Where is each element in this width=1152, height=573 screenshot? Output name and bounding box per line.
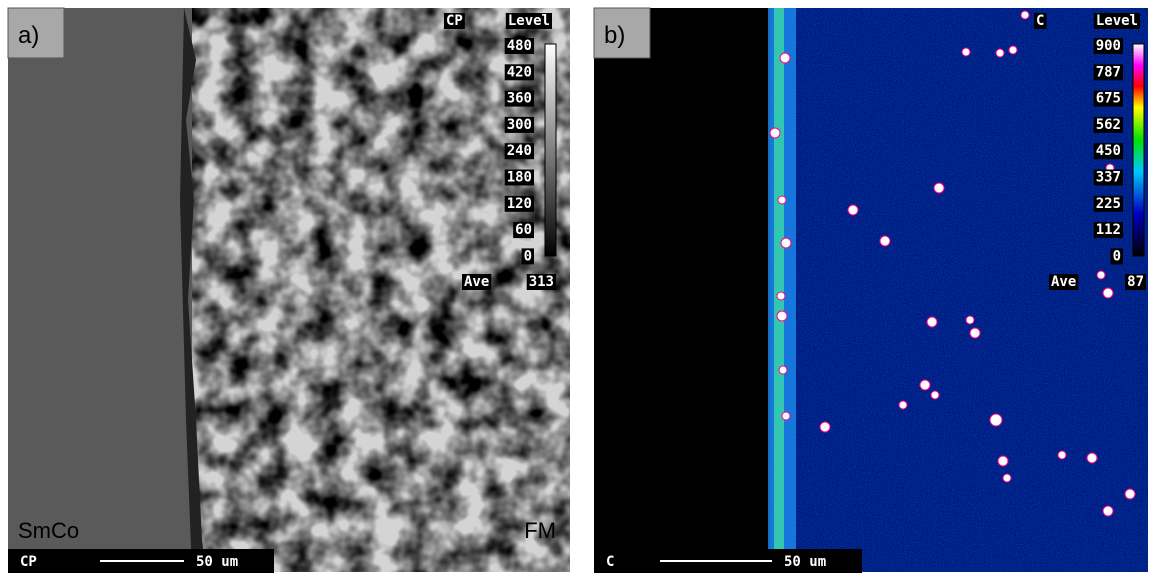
level-value: 900	[1096, 38, 1121, 54]
level-value: 675	[1096, 91, 1121, 107]
ave-value: 313	[529, 274, 554, 290]
level-value: 787	[1096, 64, 1121, 80]
level-value: 450	[1096, 143, 1121, 159]
element-label: CP	[446, 13, 463, 29]
level-value: 420	[507, 64, 532, 80]
level-value: 300	[507, 117, 532, 133]
level-value: 480	[507, 38, 532, 54]
figure: a) b) SmCo FM CP 50 um C 50 um CP Level 48…	[0, 0, 1152, 573]
level-title: Level	[1096, 13, 1138, 29]
ave-value: 87	[1127, 274, 1144, 290]
ave-label: Ave	[1051, 274, 1076, 290]
color-scale-bar	[1133, 44, 1144, 256]
level-value: 360	[507, 91, 532, 107]
level-value: 240	[507, 143, 532, 159]
level-value: 60	[515, 222, 532, 238]
level-value: 0	[1113, 248, 1121, 264]
ave-label: Ave	[464, 274, 489, 290]
scale-element: C	[606, 554, 614, 570]
level-value: 562	[1096, 117, 1121, 133]
level-value: 337	[1096, 170, 1121, 186]
scale-element: CP	[20, 554, 37, 570]
level-value: 0	[524, 248, 532, 264]
panel-tag: a)	[18, 22, 39, 49]
gray-scale-bar	[545, 44, 556, 256]
level-value: 180	[507, 170, 532, 186]
region-label: FM	[524, 518, 556, 543]
level-value: 225	[1096, 196, 1121, 212]
scale-text: 50 um	[196, 554, 238, 570]
level-value: 120	[507, 196, 532, 212]
element-label: C	[1036, 13, 1044, 29]
level-value: 112	[1096, 222, 1121, 238]
panel-tag: b)	[604, 22, 625, 49]
level-title: Level	[508, 13, 550, 29]
region-label: SmCo	[18, 518, 79, 543]
scale-text: 50 um	[784, 554, 826, 570]
